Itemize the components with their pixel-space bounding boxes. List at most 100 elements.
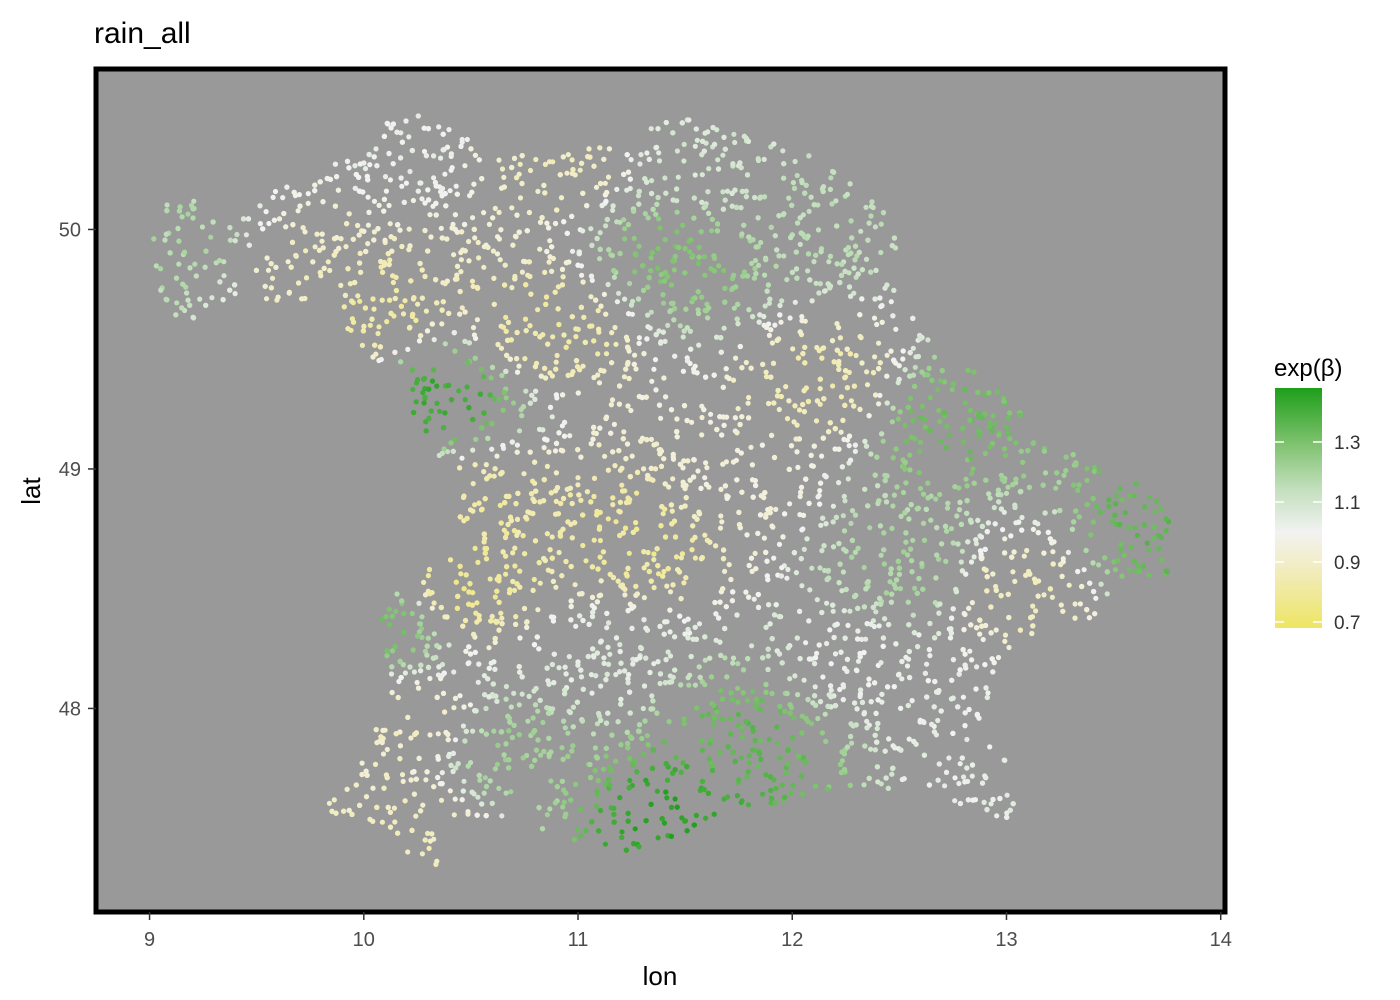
station-point (1113, 521, 1119, 527)
station-point (504, 530, 510, 537)
station-point (939, 541, 945, 547)
station-point (998, 506, 1005, 512)
station-point (272, 188, 279, 195)
station-point (476, 661, 482, 667)
station-point (342, 292, 348, 298)
station-point (579, 272, 585, 278)
station-point (559, 745, 565, 751)
station-point (750, 747, 756, 753)
station-point (656, 328, 662, 334)
station-point (1003, 490, 1010, 496)
station-point (596, 380, 603, 386)
station-point (917, 415, 924, 421)
station-point (904, 438, 910, 444)
station-point (384, 319, 390, 325)
station-point (692, 143, 698, 149)
station-point (565, 730, 571, 736)
station-point (459, 797, 465, 803)
station-point (597, 425, 603, 431)
station-point (613, 672, 619, 678)
station-point (389, 648, 396, 654)
station-point (418, 668, 424, 674)
station-point (326, 800, 332, 806)
station-point (575, 475, 581, 481)
station-point (755, 262, 762, 268)
station-point (841, 608, 847, 614)
station-point (719, 519, 725, 525)
station-point (380, 269, 386, 275)
station-point (547, 238, 553, 244)
station-point (387, 177, 393, 183)
station-point (595, 778, 601, 784)
chart-title: rain_all (94, 17, 191, 50)
station-point (755, 763, 761, 769)
station-point (674, 209, 680, 215)
station-point (848, 398, 855, 404)
station-point (475, 239, 481, 246)
station-point (510, 242, 516, 248)
station-point (943, 558, 949, 565)
station-point (491, 396, 497, 402)
station-point (467, 702, 473, 708)
station-point (452, 737, 459, 743)
station-point (1012, 578, 1018, 585)
station-point (610, 502, 616, 508)
station-point (830, 519, 836, 525)
station-point (912, 364, 918, 370)
station-point (624, 187, 630, 193)
station-point (509, 205, 515, 211)
station-point (519, 269, 526, 275)
station-point (896, 363, 902, 369)
station-point (460, 723, 466, 729)
station-point (410, 197, 416, 204)
station-point (652, 357, 659, 363)
station-point (516, 702, 522, 708)
station-point (817, 386, 823, 392)
station-point (765, 653, 771, 659)
station-point (866, 220, 872, 226)
station-point (715, 157, 721, 163)
station-point (774, 724, 780, 730)
station-point (549, 534, 555, 540)
station-point (667, 629, 673, 635)
station-point (498, 610, 504, 616)
station-point (846, 270, 852, 276)
station-point (995, 487, 1002, 493)
station-point (617, 669, 623, 675)
station-point (605, 281, 611, 288)
station-point (681, 580, 687, 586)
station-point (535, 188, 541, 194)
station-point (779, 782, 786, 788)
station-point (702, 532, 708, 538)
station-point (391, 805, 397, 811)
station-point (987, 744, 993, 750)
station-point (384, 746, 390, 753)
station-point (487, 576, 493, 582)
station-point (617, 219, 623, 225)
station-point (176, 238, 182, 244)
station-point (944, 423, 950, 429)
station-point (367, 322, 373, 328)
station-point (838, 351, 844, 357)
station-point (724, 674, 730, 680)
station-point (900, 348, 906, 354)
station-point (820, 188, 826, 195)
station-point (157, 266, 164, 272)
station-point (812, 684, 818, 690)
station-point (735, 321, 741, 327)
station-point (429, 605, 435, 611)
station-point (525, 718, 531, 724)
station-point (1066, 582, 1072, 588)
station-point (731, 305, 737, 311)
station-point (655, 659, 661, 665)
station-point (460, 623, 466, 629)
station-point (848, 721, 854, 727)
station-point (696, 621, 703, 627)
station-point (738, 755, 745, 761)
station-point (556, 321, 562, 328)
station-point (998, 472, 1005, 478)
station-point (648, 436, 655, 442)
station-point (538, 373, 544, 379)
station-point (787, 702, 793, 708)
station-point (941, 379, 948, 385)
